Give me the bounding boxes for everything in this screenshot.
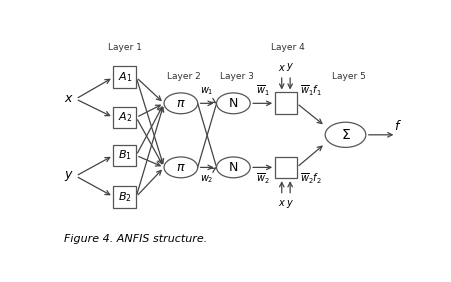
FancyBboxPatch shape — [113, 67, 136, 88]
Text: Layer 3: Layer 3 — [220, 72, 253, 81]
FancyBboxPatch shape — [275, 157, 296, 178]
Text: N: N — [228, 161, 238, 174]
FancyBboxPatch shape — [113, 186, 136, 208]
Text: $y$: $y$ — [285, 61, 294, 73]
Circle shape — [324, 122, 365, 147]
Text: $x$: $x$ — [277, 198, 285, 208]
Text: $\overline{w}_1 f_1$: $\overline{w}_1 f_1$ — [299, 84, 322, 98]
Text: Layer 5: Layer 5 — [331, 72, 365, 81]
Text: $x$: $x$ — [64, 92, 74, 105]
Circle shape — [216, 93, 250, 114]
Text: $\overline{w}_2 f_2$: $\overline{w}_2 f_2$ — [299, 172, 321, 186]
Text: $A_2$: $A_2$ — [117, 111, 132, 124]
FancyBboxPatch shape — [275, 92, 296, 114]
Text: Layer 4: Layer 4 — [270, 43, 304, 52]
Circle shape — [164, 93, 197, 114]
Text: Layer 2: Layer 2 — [167, 72, 201, 81]
Text: Layer 1: Layer 1 — [108, 43, 142, 52]
Text: $\overline{w}_2$: $\overline{w}_2$ — [255, 172, 269, 186]
Text: $f$: $f$ — [393, 119, 401, 133]
Text: $B_1$: $B_1$ — [118, 149, 131, 162]
Circle shape — [216, 157, 250, 178]
Text: Figure 4. ANFIS structure.: Figure 4. ANFIS structure. — [63, 234, 206, 244]
FancyBboxPatch shape — [113, 107, 136, 128]
Text: $\Sigma$: $\Sigma$ — [340, 128, 350, 142]
Text: $\overline{w}_1$: $\overline{w}_1$ — [255, 84, 269, 98]
Text: $A_1$: $A_1$ — [117, 70, 132, 84]
Text: $\pi$: $\pi$ — [175, 161, 185, 174]
Text: $y$: $y$ — [285, 198, 294, 210]
Circle shape — [164, 157, 197, 178]
Text: $x$: $x$ — [277, 63, 285, 73]
Text: N: N — [228, 97, 238, 110]
Text: $B_2$: $B_2$ — [118, 190, 131, 204]
Text: $w_2$: $w_2$ — [200, 173, 213, 185]
Text: $y$: $y$ — [64, 169, 74, 183]
Text: $w_1$: $w_1$ — [200, 85, 213, 97]
FancyBboxPatch shape — [113, 145, 136, 166]
Text: $\pi$: $\pi$ — [175, 97, 185, 110]
